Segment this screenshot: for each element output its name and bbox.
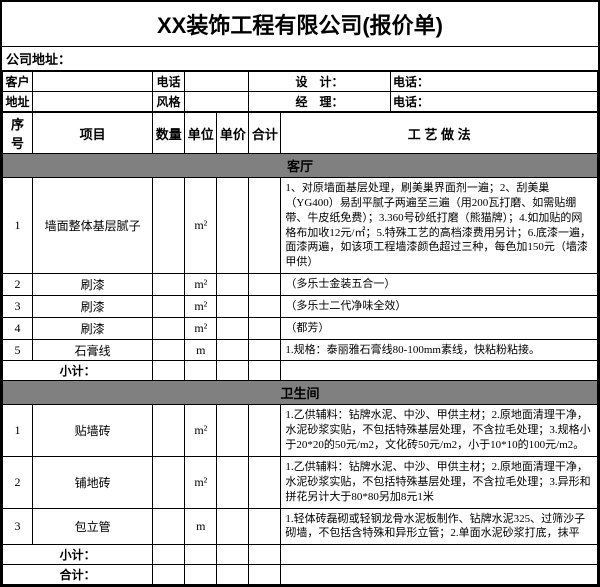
unit-cell: m² xyxy=(185,295,217,317)
customer-value xyxy=(33,72,153,92)
info-table: 客户 电话 设 计： 电话： 地址 风格 经 理： 电话： xyxy=(2,71,598,112)
craft-cell: （多乐士二代净味全效） xyxy=(281,295,598,317)
sum-cell xyxy=(249,405,281,457)
unit-cell: m² xyxy=(185,178,217,274)
unit-cell: m² xyxy=(185,456,217,508)
subtotal-row: 小计： xyxy=(3,545,598,565)
address-label: 地址 xyxy=(3,92,33,112)
qty-cell xyxy=(153,508,185,545)
manager-label: 经 理： xyxy=(249,92,391,112)
col-craft: 工 艺 做 法 xyxy=(281,113,598,154)
craft-cell: （多乐士金装五合一） xyxy=(281,274,598,296)
col-price: 单价 xyxy=(217,113,249,154)
style-value xyxy=(185,92,249,112)
price-cell xyxy=(217,178,249,274)
column-header-row: 序号 项目 数量 单位 单价 合计 工 艺 做 法 xyxy=(3,113,598,154)
total-label: 合计： xyxy=(3,565,153,585)
design-phone-label: 电话： xyxy=(391,72,598,92)
col-unit: 单位 xyxy=(185,113,217,154)
sum-cell xyxy=(249,339,281,361)
project-cell: 刷漆 xyxy=(33,317,153,339)
project-cell: 贴墙砖 xyxy=(33,405,153,457)
project-cell: 墙面整体基层腻子 xyxy=(33,178,153,274)
phone-label-1: 电话 xyxy=(153,72,185,92)
unit-cell: m xyxy=(185,508,217,545)
project-cell: 刷漆 xyxy=(33,295,153,317)
table-row: 1 贴墙砖 m² 1.乙供辅料：钻牌水泥、中沙、甲供主材；2.原地面清理干净，水… xyxy=(3,405,598,457)
project-cell: 刷漆 xyxy=(33,274,153,296)
manager-phone-label: 电话： xyxy=(391,92,598,112)
craft-cell: 1、对原墙面基层处理，刷美巢界面剂一遍；2、刮美巢（YG400）易刮平腻子两遍至… xyxy=(281,178,598,274)
company-title: XX装饰工程有限公司(报价单) xyxy=(2,2,598,47)
col-seq: 序号 xyxy=(3,113,33,154)
unit-cell: m² xyxy=(185,274,217,296)
table-row: 2 刷漆 m² （多乐士金装五合一） xyxy=(3,274,598,296)
col-sum: 合计 xyxy=(249,113,281,154)
subtotal-label: 小计： xyxy=(3,361,153,381)
price-cell xyxy=(217,274,249,296)
seq-cell: 1 xyxy=(3,405,33,457)
sum-cell xyxy=(249,274,281,296)
section-header: 卫生间 xyxy=(3,381,598,405)
qty-cell xyxy=(153,295,185,317)
craft-cell: 1.乙供辅料：钻牌水泥、中沙、甲供主材；2.原地面清理干净，水泥砂浆实贴，不包括… xyxy=(281,405,598,457)
table-row: 5 石膏线 m 1.规格：泰丽雅石膏线80-100mm素线，快粘粉粘接。 xyxy=(3,339,598,361)
customer-label: 客户 xyxy=(3,72,33,92)
section-name: 卫生间 xyxy=(3,381,598,405)
price-cell xyxy=(217,405,249,457)
sum-cell xyxy=(249,295,281,317)
total-row: 合计： xyxy=(3,565,598,585)
seq-cell: 3 xyxy=(3,295,33,317)
design-label: 设 计： xyxy=(249,72,391,92)
sum-cell xyxy=(249,317,281,339)
style-label: 风格 xyxy=(153,92,185,112)
col-project: 项目 xyxy=(33,113,153,154)
sum-cell xyxy=(249,178,281,274)
seq-cell: 5 xyxy=(3,339,33,361)
seq-cell: 2 xyxy=(3,274,33,296)
section-name: 客厅 xyxy=(3,154,598,178)
unit-cell: m xyxy=(185,339,217,361)
qty-cell xyxy=(153,339,185,361)
qty-cell xyxy=(153,178,185,274)
qty-cell xyxy=(153,274,185,296)
qty-cell xyxy=(153,456,185,508)
seq-cell: 4 xyxy=(3,317,33,339)
unit-cell: m² xyxy=(185,405,217,457)
section-header: 客厅 xyxy=(3,154,598,178)
price-cell xyxy=(217,339,249,361)
price-cell xyxy=(217,295,249,317)
project-cell: 石膏线 xyxy=(33,339,153,361)
col-qty: 数量 xyxy=(153,113,185,154)
company-address-row: 公司地址： xyxy=(2,47,598,71)
price-cell xyxy=(217,456,249,508)
seq-cell: 2 xyxy=(3,456,33,508)
project-cell: 包立管 xyxy=(33,508,153,545)
quotation-sheet: XX装饰工程有限公司(报价单) 公司地址： 客户 电话 设 计： 电话： 地址 … xyxy=(0,0,600,587)
price-cell xyxy=(217,508,249,545)
sum-cell xyxy=(249,456,281,508)
subtotal-row: 小计： xyxy=(3,361,598,381)
qty-cell xyxy=(153,405,185,457)
craft-cell: 1.乙供辅料：钻牌水泥、中沙、甲供主材；2.原地面清理干净，水泥砂浆实贴，不包括… xyxy=(281,456,598,508)
seq-cell: 3 xyxy=(3,508,33,545)
subtotal-label: 小计： xyxy=(3,545,153,565)
craft-cell: 1.规格：泰丽雅石膏线80-100mm素线，快粘粉粘接。 xyxy=(281,339,598,361)
phone-value-1 xyxy=(185,72,249,92)
table-row: 1 墙面整体基层腻子 m² 1、对原墙面基层处理，刷美巢界面剂一遍；2、刮美巢（… xyxy=(3,178,598,274)
qty-cell xyxy=(153,317,185,339)
table-row: 3 刷漆 m² （多乐士二代净味全效） xyxy=(3,295,598,317)
craft-cell: （都芳） xyxy=(281,317,598,339)
craft-cell: 1.轻体砖磊砌或轻钢龙骨水泥板制作、钻牌水泥325、过筛沙子砌墙，不包括含特殊和… xyxy=(281,508,598,545)
main-table: 序号 项目 数量 单位 单价 合计 工 艺 做 法 客厅 1 墙面整体基层腻子 … xyxy=(2,112,598,585)
sum-cell xyxy=(249,508,281,545)
address-value xyxy=(33,92,153,112)
seq-cell: 1 xyxy=(3,178,33,274)
price-cell xyxy=(217,317,249,339)
table-row: 4 刷漆 m² （都芳） xyxy=(3,317,598,339)
table-row: 3 包立管 m 1.轻体砖磊砌或轻钢龙骨水泥板制作、钻牌水泥325、过筛沙子砌墙… xyxy=(3,508,598,545)
project-cell: 铺地砖 xyxy=(33,456,153,508)
unit-cell: m² xyxy=(185,317,217,339)
table-row: 2 铺地砖 m² 1.乙供辅料：钻牌水泥、中沙、甲供主材；2.原地面清理干净，水… xyxy=(3,456,598,508)
